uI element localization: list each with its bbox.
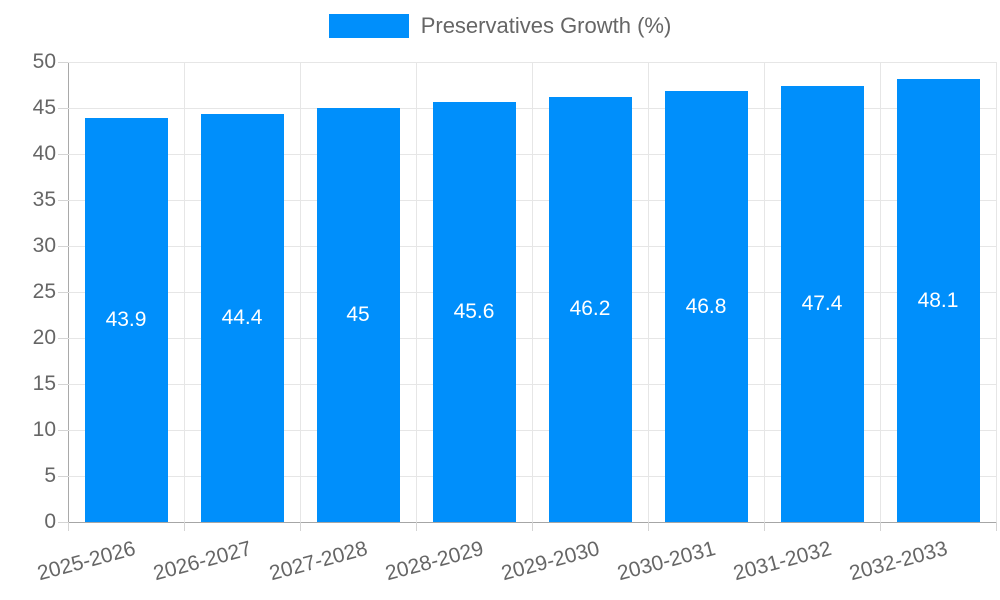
bar-value-label: 48.1 bbox=[917, 288, 959, 312]
x-tick-mark bbox=[880, 522, 881, 531]
bar[interactable] bbox=[548, 96, 632, 522]
x-gridline bbox=[300, 62, 301, 522]
bar-value-label: 45.6 bbox=[453, 300, 495, 324]
y-tick-mark bbox=[58, 522, 68, 523]
y-tick-mark bbox=[58, 384, 68, 385]
x-tick-mark bbox=[300, 522, 301, 531]
x-tick-mark bbox=[416, 522, 417, 531]
bar[interactable] bbox=[664, 91, 748, 522]
x-gridline bbox=[416, 62, 417, 522]
y-tick-label: 20 bbox=[32, 326, 56, 349]
bar[interactable] bbox=[316, 108, 400, 522]
x-tick-mark bbox=[184, 522, 185, 531]
bar-value-label: 44.4 bbox=[221, 305, 263, 329]
bar[interactable] bbox=[84, 118, 168, 522]
y-tick-mark bbox=[58, 154, 68, 155]
y-tick-mark bbox=[58, 338, 68, 339]
x-tick-mark bbox=[68, 522, 69, 531]
y-tick-label: 45 bbox=[32, 96, 56, 119]
x-tick-mark bbox=[996, 522, 997, 531]
legend-color-swatch bbox=[328, 14, 409, 38]
x-gridline bbox=[764, 62, 765, 522]
bar-value-label: 43.9 bbox=[105, 308, 147, 332]
x-tick-mark bbox=[764, 522, 765, 531]
bar-value-label: 47.4 bbox=[801, 291, 843, 315]
y-tick-label: 5 bbox=[44, 464, 56, 487]
y-tick-mark bbox=[58, 430, 68, 431]
y-tick-label: 50 bbox=[32, 50, 56, 73]
y-tick-mark bbox=[58, 292, 68, 293]
x-gridline bbox=[996, 62, 997, 522]
x-gridline bbox=[880, 62, 881, 522]
y-tick-label: 25 bbox=[32, 280, 56, 303]
legend-label: Preservatives Growth (%) bbox=[420, 13, 672, 38]
y-tick-mark bbox=[58, 476, 68, 477]
bar[interactable] bbox=[780, 85, 864, 522]
bar[interactable] bbox=[200, 113, 284, 522]
y-tick-label: 40 bbox=[32, 142, 56, 165]
bar-value-label: 45 bbox=[346, 303, 370, 326]
bar-value-label: 46.8 bbox=[685, 294, 727, 318]
y-tick-mark bbox=[58, 200, 68, 201]
bar[interactable] bbox=[896, 79, 980, 522]
x-tick-mark bbox=[648, 522, 649, 531]
y-tick-label: 15 bbox=[32, 372, 56, 395]
y-tick-mark bbox=[58, 62, 68, 63]
x-gridline bbox=[532, 62, 533, 522]
x-gridline bbox=[184, 62, 185, 522]
y-tick-mark bbox=[58, 246, 68, 247]
bar-value-label: 46.2 bbox=[569, 297, 611, 321]
x-tick-mark bbox=[532, 522, 533, 531]
chart-legend[interactable]: Preservatives Growth (%) bbox=[0, 14, 1000, 38]
plot-area: 43.9 44.4 45 45.6 46.2 46.8 47.4 48.1 bbox=[68, 62, 997, 522]
y-tick-label: 10 bbox=[32, 418, 56, 441]
y-tick-label: 30 bbox=[32, 234, 56, 257]
y-tick-label: 0 bbox=[44, 510, 56, 533]
y-tick-mark bbox=[58, 108, 68, 109]
x-gridline bbox=[648, 62, 649, 522]
bar[interactable] bbox=[432, 102, 516, 522]
y-tick-label: 35 bbox=[32, 188, 56, 211]
